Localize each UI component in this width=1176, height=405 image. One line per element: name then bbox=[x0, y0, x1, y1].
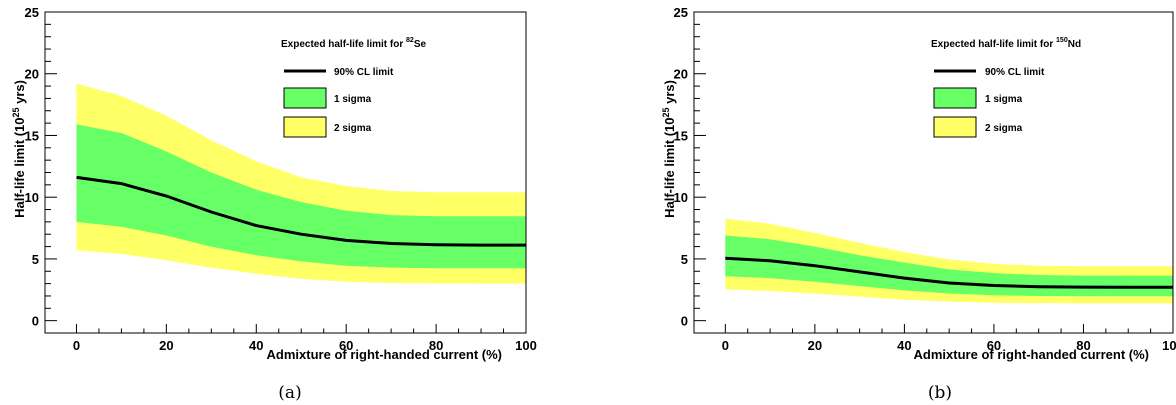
y-tick-label: 25 bbox=[674, 5, 688, 20]
x-tick-label: 80 bbox=[1076, 338, 1090, 353]
y-tick-label: 10 bbox=[674, 190, 688, 205]
y-tick-label: 25 bbox=[25, 5, 39, 20]
x-tick-label: 40 bbox=[897, 338, 911, 353]
y-tick-label: 5 bbox=[681, 252, 688, 267]
legend-sigma1-label: 1 sigma bbox=[334, 94, 372, 105]
tick-labels: 0 20 40 60 80 100 0 5 10 15 20 25 bbox=[25, 5, 537, 353]
band-group bbox=[76, 83, 526, 284]
x-tick-label: 20 bbox=[808, 338, 822, 353]
legend-sigma1-swatch bbox=[283, 87, 327, 109]
legend-sigma2-label: 2 sigma bbox=[985, 123, 1023, 134]
x-tick-label: 20 bbox=[159, 338, 173, 353]
y-axis-title: Half-life limit (1025 yrs) bbox=[11, 80, 27, 218]
band-group bbox=[725, 218, 1173, 304]
legend-sigma2-swatch bbox=[283, 116, 327, 138]
axis-ticks bbox=[45, 11, 527, 333]
y-tick-label: 20 bbox=[25, 67, 39, 82]
y-tick-label: 5 bbox=[32, 252, 39, 267]
axis-ticks bbox=[694, 11, 1174, 333]
legend-sigma1-label: 1 sigma bbox=[985, 94, 1023, 105]
x-tick-label: 0 bbox=[73, 338, 80, 353]
x-axis-title: Admixture of right-handed current (%) bbox=[267, 347, 502, 362]
legend: Expected half-life limit for 150Nd 90% C… bbox=[931, 37, 1081, 138]
x-axis-title: Admixture of right-handed current (%) bbox=[914, 347, 1149, 362]
y-tick-label: 0 bbox=[32, 314, 39, 329]
y-axis-title: Half-life limit (1025 yrs) bbox=[661, 80, 677, 218]
x-tick-label: 0 bbox=[722, 338, 729, 353]
x-tick-label: 80 bbox=[429, 338, 443, 353]
sigma-1-band bbox=[725, 235, 1173, 297]
y-tick-label: 0 bbox=[681, 314, 688, 329]
y-tick-label: 10 bbox=[25, 190, 39, 205]
tick-labels: 0 20 40 60 80 100 0 5 10 15 20 25 bbox=[674, 5, 1176, 353]
legend-sigma2-label: 2 sigma bbox=[334, 123, 372, 134]
y-tick-label: 15 bbox=[674, 128, 688, 143]
sigma-1-band bbox=[76, 124, 526, 269]
x-tick-label: 40 bbox=[249, 338, 263, 353]
legend-limit-label: 90% CL limit bbox=[334, 67, 394, 78]
x-tick-label: 100 bbox=[515, 338, 537, 353]
chart-panel-a: 0 20 40 60 80 100 0 5 10 15 20 25 Half-life limit (… bbox=[11, 5, 537, 403]
cl-limit-line bbox=[76, 175, 526, 247]
y-tick-label: 15 bbox=[25, 128, 39, 143]
legend: Expected half-life limit for 82Se 90% CL… bbox=[281, 37, 426, 138]
x-tick-label: 60 bbox=[339, 338, 353, 353]
chart-panel-b: 0 20 40 60 80 100 0 5 10 15 20 25 Half-life limit (… bbox=[661, 5, 1176, 403]
cl-limit-line bbox=[725, 256, 1173, 289]
plot-area: 0 20 40 60 80 100 0 5 10 15 20 25 bbox=[25, 5, 537, 353]
x-tick-label: 100 bbox=[1162, 338, 1176, 353]
panel-caption: (a) bbox=[278, 383, 301, 403]
y-tick-label: 20 bbox=[674, 67, 688, 82]
panel-caption: (b) bbox=[928, 383, 952, 403]
legend-sigma1-swatch bbox=[933, 87, 977, 109]
plot-area: 0 20 40 60 80 100 0 5 10 15 20 25 bbox=[674, 5, 1176, 353]
x-tick-label: 60 bbox=[987, 338, 1001, 353]
legend-limit-label: 90% CL limit bbox=[985, 67, 1045, 78]
legend-sigma2-swatch bbox=[933, 116, 977, 138]
legend-title: Expected half-life limit for 150Nd bbox=[931, 37, 1081, 50]
legend-title: Expected half-life limit for 82Se bbox=[281, 37, 426, 50]
